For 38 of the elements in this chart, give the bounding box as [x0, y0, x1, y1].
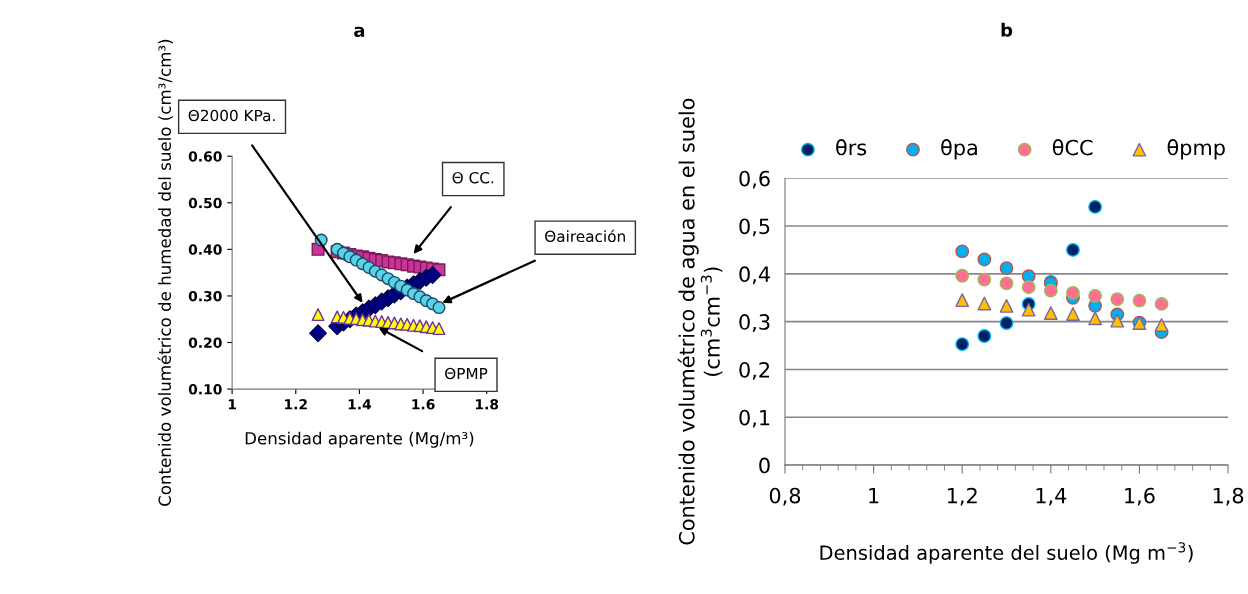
y-tick-label: 0.40: [188, 244, 222, 255]
y-tick-label: 0,2: [739, 361, 770, 380]
y-tick-label: 0,1: [739, 409, 770, 428]
x-tick-label: 1.6: [412, 399, 435, 410]
x-tick-label: 1: [869, 487, 879, 504]
annotation: Θ CC.: [452, 171, 494, 184]
x-axis-title: Densidad aparente (Mg/m³): [245, 431, 474, 448]
y-axis-title: Contenido volumétrico de agua en el suelo (cm$^{3}$cm$^{−3}$): [677, 98, 723, 545]
y-tick-label: 0,6: [739, 170, 770, 189]
x-tick-label: 1,8: [1213, 487, 1244, 506]
x-tick-label: 1.4: [348, 399, 372, 410]
chart-title: b: [1001, 22, 1013, 37]
x-tick-label: 1.2: [285, 399, 307, 410]
y-tick-label: 0.20: [188, 337, 222, 348]
y-tick-label: 0,4: [739, 266, 770, 285]
x-axis-title: Densidad aparente del suelo (Mg m$^{−3}$): [820, 542, 1193, 564]
x-tick-label: 1,4: [1036, 487, 1067, 506]
legend-label: θpmp: [1167, 139, 1225, 160]
y-tick-label: 0.50: [188, 197, 222, 209]
y-tick-label: 0,5: [739, 218, 770, 237]
chart-title: a: [354, 26, 365, 38]
annotation: ΘPMP: [445, 367, 488, 380]
x-tick-label: 1: [228, 399, 236, 410]
x-tick-label: 1,2: [947, 487, 977, 506]
y-tick-label: 0: [759, 457, 770, 474]
x-tick-label: 1.8: [475, 399, 499, 410]
x-tick-label: 0,8: [769, 487, 801, 506]
y-tick-label: 0,3: [739, 314, 770, 332]
text: Θaireación: [545, 229, 625, 243]
y-tick-label: 0.10: [188, 384, 222, 395]
y-tick-label: 0.60: [188, 151, 222, 162]
legend-label: θrs: [836, 139, 867, 156]
y-axis-title: Contenido volumétrico de humedad del suelo (cm³/cm³): [157, 39, 173, 506]
x-tick-label: 1,6: [1125, 487, 1155, 506]
y-tick-label: 0.30: [188, 290, 222, 302]
text: Θ2000 KPa.: [188, 109, 275, 122]
legend-label: θCC: [1052, 139, 1093, 156]
legend-label: θpa: [941, 139, 977, 160]
